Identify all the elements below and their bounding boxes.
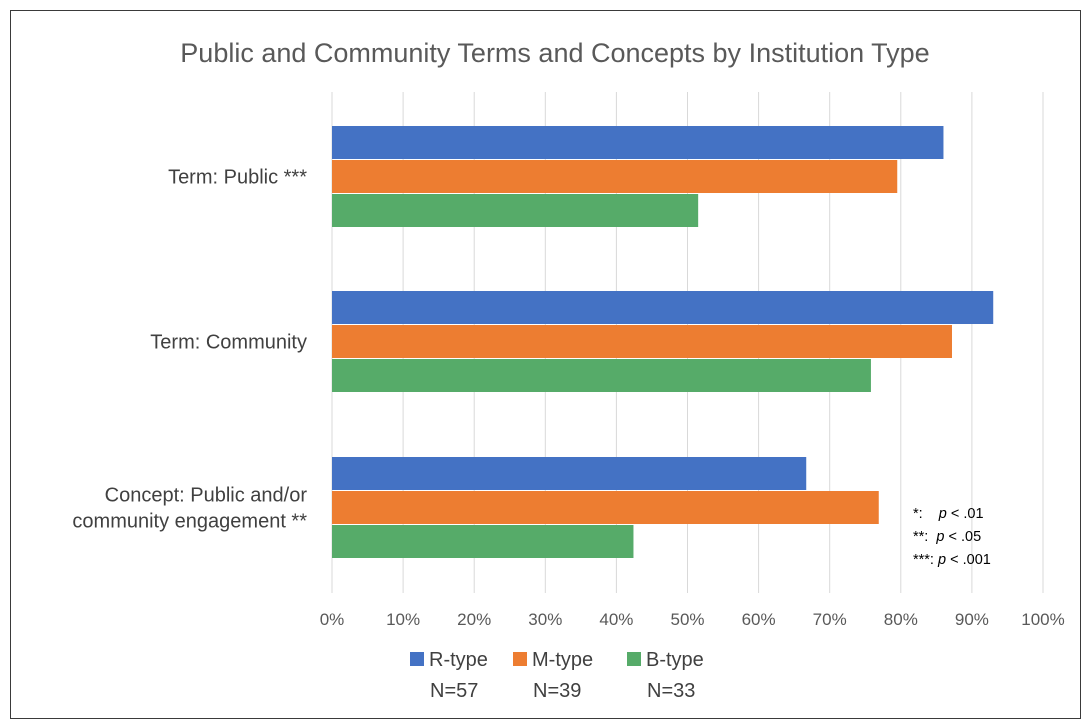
category-label: Term: Public *** (168, 167, 307, 189)
x-tick-label: 80% (884, 610, 918, 629)
x-tick-labels: 0% 10% 20% 30% 40% 50% 60% 70% 80% 90% 100% (320, 610, 1065, 629)
significance-note-line: *: p < .01 (913, 506, 984, 522)
x-tick-label: 70% (813, 610, 847, 629)
bar-m-type-2 (332, 325, 952, 358)
category-labels: Term: Public *** Term: Community Concept: … (72, 167, 307, 533)
significance-note: *: p < .01 **: p < .05 ***: p < .001 (913, 506, 991, 568)
bar-r-type-3 (332, 457, 807, 490)
legend-label: B-type (646, 649, 704, 671)
category-label: Term: Community (150, 332, 307, 354)
x-tick-label: 50% (670, 610, 704, 629)
bar-r-type-1 (332, 126, 944, 159)
legend-n-label: N=39 (533, 680, 581, 702)
x-tick-label: 100% (1021, 610, 1064, 629)
legend: R-type N=57 M-type N=39 B-type N=33 (410, 649, 704, 702)
x-tick-label: 90% (955, 610, 989, 629)
chart-title: Public and Community Terms and Concepts … (180, 38, 929, 68)
bar-b-type-1 (332, 194, 699, 227)
x-tick-label: 40% (599, 610, 633, 629)
x-tick-label: 30% (528, 610, 562, 629)
legend-n-label: N=57 (430, 680, 478, 702)
bar-r-type-2 (332, 291, 994, 324)
x-tick-label: 10% (386, 610, 420, 629)
legend-label: M-type (532, 649, 593, 671)
x-tick-label: 0% (320, 610, 345, 629)
legend-swatch-r-type (410, 652, 424, 666)
significance-note-line: **: p < .05 (913, 529, 981, 545)
x-tick-label: 20% (457, 610, 491, 629)
bars (332, 126, 994, 558)
bar-b-type-2 (332, 359, 871, 392)
legend-n-label: N=33 (647, 680, 695, 702)
legend-swatch-m-type (513, 652, 527, 666)
bar-b-type-3 (332, 525, 634, 558)
significance-note-line: ***: p < .001 (913, 552, 991, 568)
bar-m-type-3 (332, 491, 879, 524)
category-label: community engagement ** (72, 511, 307, 533)
bar-m-type-1 (332, 160, 898, 193)
legend-label: R-type (429, 649, 488, 671)
legend-swatch-b-type (627, 652, 641, 666)
x-tick-label: 60% (742, 610, 776, 629)
category-label: Concept: Public and/or (105, 485, 308, 507)
